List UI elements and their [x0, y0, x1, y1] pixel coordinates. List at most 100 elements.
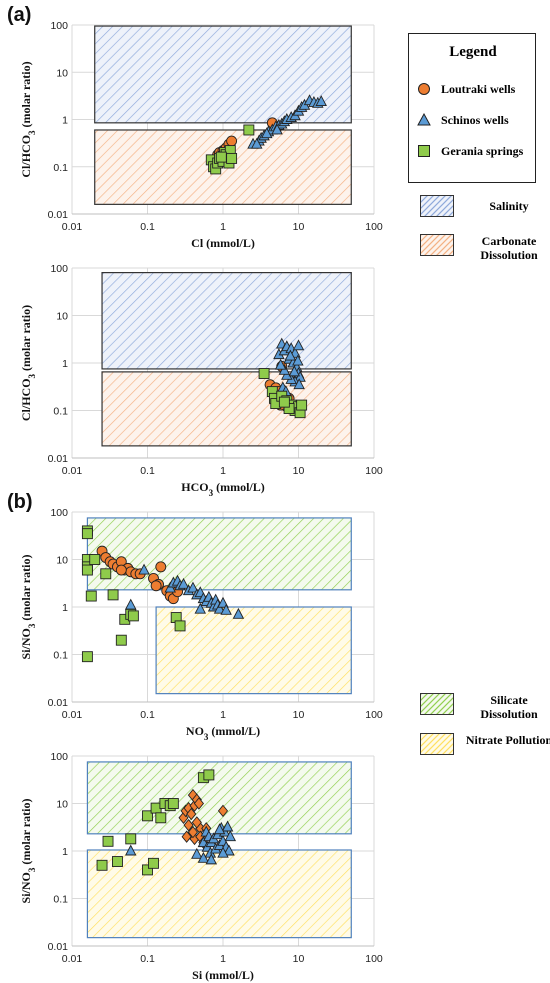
y-tick-label: 0.01 [48, 209, 69, 221]
data-point [85, 590, 97, 602]
y-tick-label: 100 [50, 20, 68, 32]
data-point [226, 135, 238, 147]
legend-label-loutraki: Loutraki wells [441, 82, 516, 96]
y-tick-label: 0.1 [53, 162, 68, 174]
data-point [142, 810, 153, 822]
y-tick-label: 0.01 [48, 697, 69, 709]
x-tick-label: 0.1 [140, 465, 155, 477]
x-tick-label: 0.01 [62, 221, 83, 233]
series-loutraki-wells [96, 545, 183, 605]
y-tick-label: 100 [50, 263, 68, 275]
series-schinos-wells [273, 337, 306, 397]
zone-salinity [101, 272, 352, 370]
data-point [186, 807, 197, 821]
data-point [203, 769, 215, 781]
data-point [292, 339, 305, 351]
data-point [223, 844, 235, 856]
data-point [213, 602, 226, 614]
y-tick-label: 1 [62, 115, 68, 127]
chart-1: 0.01 0.1 1 10 100 0.01 0.1 1 10 100 Cl (mmol/L) Cl/… [19, 20, 383, 250]
series-gerania-springs [258, 368, 308, 419]
data-point [174, 620, 186, 632]
series-gerania-springs [205, 124, 255, 175]
data-point [221, 820, 234, 832]
data-point [127, 610, 139, 622]
legend-label-schinos: Schinos wells [441, 113, 509, 127]
data-point [278, 396, 290, 408]
y-axis-label: Cl/HCO3 (molar ratio) [19, 305, 37, 421]
series-schinos-wells [125, 820, 237, 865]
x-tick-label: 10 [293, 953, 305, 965]
data-point [96, 859, 108, 871]
y-tick-label: 100 [50, 751, 68, 763]
legend-title: Legend [449, 44, 497, 60]
nitrate-swatch [420, 733, 454, 755]
x-tick-label: 100 [365, 221, 383, 233]
zone-silicate-dissolution [86, 761, 352, 835]
y-tick-label: 1 [62, 846, 68, 858]
data-point [217, 804, 229, 818]
data-point [191, 847, 203, 859]
zone-salinity [94, 25, 352, 124]
zone-label-salinity: Salinity [489, 199, 529, 213]
series-gerania-springs [81, 525, 186, 663]
data-point [274, 358, 287, 370]
series-schinos-wells [247, 94, 327, 149]
data-point [191, 816, 202, 829]
series-schinos-wells [125, 563, 245, 619]
data-point [197, 851, 210, 863]
data-point [251, 137, 263, 149]
x-tick-label: 0.01 [62, 953, 83, 965]
data-point [194, 602, 207, 614]
x-tick-label: 1 [220, 709, 226, 721]
data-point [125, 598, 137, 610]
x-tick-label: 1 [220, 465, 226, 477]
x-tick-label: 0.1 [140, 221, 155, 233]
data-point [167, 798, 179, 809]
series-gerania-springs [96, 769, 215, 876]
y-tick-label: 10 [56, 799, 68, 811]
data-point [288, 365, 301, 377]
chart-3: 0.01 0.1 1 10 100 0.01 0.1 1 10 100 NO3 (mmol/L) Si… [19, 507, 383, 742]
data-point [217, 846, 229, 858]
x-axis-label: Si (mmol/L) [192, 968, 254, 982]
y-axis-label: Cl/HCO3 (molar ratio) [19, 61, 37, 177]
panel-label-a: (a) [7, 4, 32, 26]
x-tick-label: 1 [220, 221, 226, 233]
y-axis-label: Si/NO3 (molar ratio) [19, 799, 37, 904]
data-point [177, 577, 190, 589]
y-tick-label: 0.1 [53, 406, 68, 418]
data-point [100, 568, 112, 580]
y-tick-label: 0.01 [48, 941, 69, 953]
data-point [138, 563, 150, 575]
zone-label-silicate: Silicate Dissolution [480, 693, 538, 721]
data-point [284, 349, 297, 361]
y-tick-label: 1 [62, 602, 68, 614]
zone-nitrate-pollution [155, 606, 352, 695]
data-point [107, 589, 119, 601]
data-point [148, 857, 159, 869]
data-point [261, 127, 273, 139]
x-tick-label: 0.01 [62, 709, 83, 721]
data-point [125, 844, 137, 856]
data-point [155, 812, 167, 824]
panel-label-b: (b) [7, 491, 33, 513]
triangle-marker-icon [417, 113, 431, 126]
data-point [142, 864, 153, 876]
data-point [183, 818, 194, 832]
data-point [115, 564, 127, 576]
x-tick-label: 100 [365, 465, 383, 477]
data-point [226, 152, 238, 164]
x-tick-label: 0.1 [140, 709, 155, 721]
data-point [258, 368, 270, 379]
zone-nitrate-pollution [86, 849, 352, 939]
y-tick-label: 1 [62, 358, 68, 370]
data-point [296, 399, 308, 411]
y-tick-label: 0.1 [53, 650, 68, 662]
x-tick-label: 10 [293, 709, 305, 721]
carbonate-swatch [420, 234, 454, 256]
data-point [125, 833, 137, 845]
x-axis-label: NO3 (mmol/L) [186, 724, 260, 742]
circle-marker-icon [418, 83, 430, 95]
